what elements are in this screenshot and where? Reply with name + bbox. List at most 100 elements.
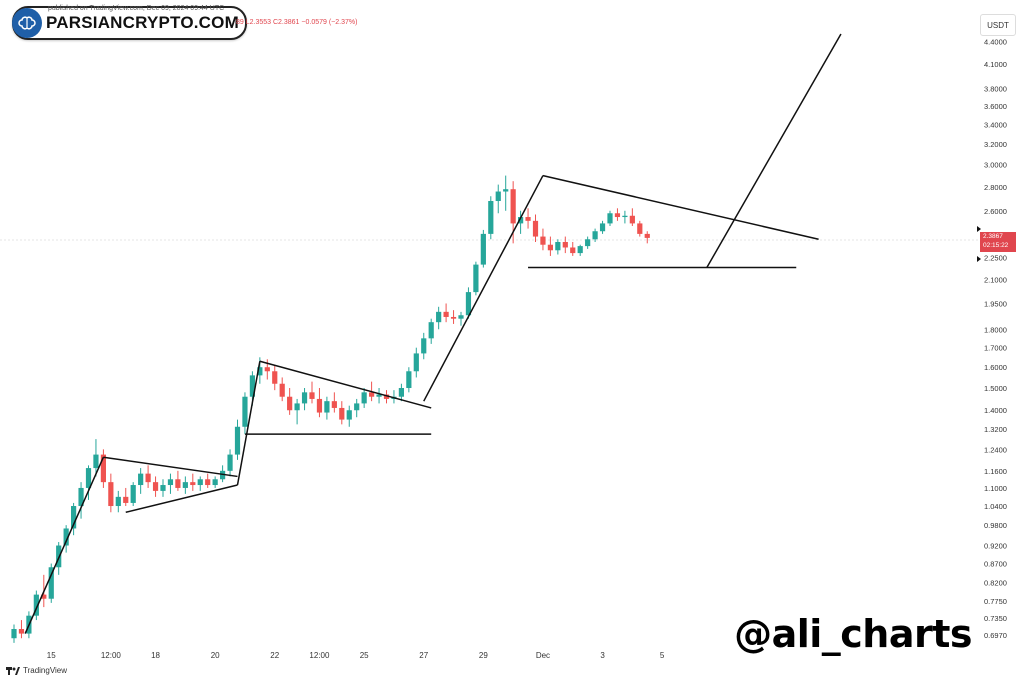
candle[interactable] (361, 388, 367, 408)
candle[interactable] (465, 287, 472, 319)
candle[interactable] (562, 236, 568, 254)
candle[interactable] (443, 303, 449, 323)
candle-body (264, 367, 270, 372)
x-tick-label: 25 (360, 651, 369, 660)
candle[interactable] (413, 347, 419, 378)
candle[interactable] (287, 388, 293, 415)
candle[interactable] (197, 476, 203, 491)
published-note: published on TradingView.com, Dec 09, 20… (48, 5, 225, 12)
candle-body (547, 244, 553, 251)
candle[interactable] (450, 310, 457, 324)
candle[interactable] (182, 476, 188, 494)
candle[interactable] (503, 175, 509, 211)
candle[interactable] (85, 465, 92, 500)
candle[interactable] (227, 449, 233, 477)
candle[interactable] (585, 236, 591, 249)
candle[interactable] (212, 476, 218, 488)
candle[interactable] (637, 220, 643, 237)
trendline[interactable] (24, 456, 105, 634)
candle[interactable] (607, 210, 613, 226)
candle[interactable] (175, 470, 181, 491)
candle[interactable] (577, 244, 583, 256)
candle[interactable] (33, 590, 39, 621)
candle[interactable] (644, 231, 650, 244)
trendline[interactable] (236, 361, 261, 486)
candle[interactable] (71, 502, 77, 536)
candle[interactable] (555, 239, 561, 255)
candle[interactable] (614, 208, 621, 221)
candle[interactable] (436, 306, 442, 330)
candle-body (48, 567, 54, 599)
candle[interactable] (540, 228, 546, 251)
candle[interactable] (123, 487, 129, 507)
candle[interactable] (138, 468, 144, 494)
trendline[interactable] (706, 33, 842, 268)
candle[interactable] (354, 398, 360, 418)
candle[interactable] (518, 210, 524, 234)
candle[interactable] (599, 220, 606, 234)
candle-body (249, 375, 255, 397)
candle[interactable] (152, 476, 159, 497)
candle[interactable] (346, 405, 352, 427)
candle[interactable] (398, 383, 404, 402)
candle-body (577, 246, 583, 254)
candle[interactable] (532, 214, 539, 242)
candle[interactable] (242, 392, 248, 435)
x-tick-label: 15 (47, 651, 56, 660)
candle[interactable] (145, 465, 151, 488)
candle[interactable] (100, 449, 106, 488)
candle[interactable] (592, 228, 598, 242)
candle[interactable] (406, 367, 412, 393)
candle[interactable] (18, 620, 25, 639)
candle[interactable] (383, 390, 390, 404)
candle[interactable] (473, 261, 479, 296)
candle[interactable] (331, 392, 337, 413)
tradingview-footer[interactable]: TradingView (6, 666, 67, 675)
candle[interactable] (495, 184, 501, 214)
candle[interactable] (115, 490, 121, 513)
candle[interactable] (234, 419, 241, 460)
candle[interactable] (108, 473, 114, 513)
x-tick-label: 18 (151, 651, 160, 660)
candle[interactable] (78, 482, 84, 519)
candle[interactable] (167, 473, 174, 494)
candle[interactable] (205, 473, 211, 488)
candle[interactable] (130, 482, 136, 507)
currency-button[interactable]: USDT (980, 14, 1016, 36)
candle[interactable] (421, 332, 427, 360)
candle[interactable] (160, 479, 166, 497)
candle[interactable] (63, 525, 69, 553)
candle-body (592, 231, 598, 240)
candle[interactable] (629, 208, 635, 226)
candle[interactable] (547, 236, 553, 256)
candle[interactable] (316, 388, 323, 418)
candle[interactable] (279, 377, 285, 402)
candle[interactable] (48, 563, 54, 603)
candle[interactable] (376, 388, 382, 404)
candle[interactable] (301, 388, 308, 411)
trendline[interactable] (125, 484, 238, 514)
candle[interactable] (480, 229, 486, 268)
y-tick-label: 0.7350 (984, 614, 1007, 623)
candle[interactable] (458, 311, 464, 326)
candle[interactable] (309, 381, 315, 404)
candle[interactable] (11, 624, 17, 643)
candle[interactable] (294, 398, 300, 425)
candle[interactable] (488, 196, 494, 240)
candle[interactable] (622, 210, 628, 224)
trendline[interactable] (259, 360, 432, 409)
candle[interactable] (525, 208, 531, 229)
candle[interactable] (339, 401, 345, 425)
candle[interactable] (324, 396, 330, 420)
candle[interactable] (570, 241, 576, 256)
trendline[interactable] (423, 175, 544, 402)
y-tick-label: 1.0400 (984, 502, 1007, 511)
trendline[interactable] (103, 456, 238, 478)
candle[interactable] (428, 318, 434, 344)
candle[interactable] (190, 473, 196, 491)
trendline[interactable] (542, 174, 819, 240)
candle[interactable] (93, 439, 99, 477)
candle[interactable] (272, 365, 278, 391)
y-tick-label: 0.9200 (984, 542, 1007, 551)
